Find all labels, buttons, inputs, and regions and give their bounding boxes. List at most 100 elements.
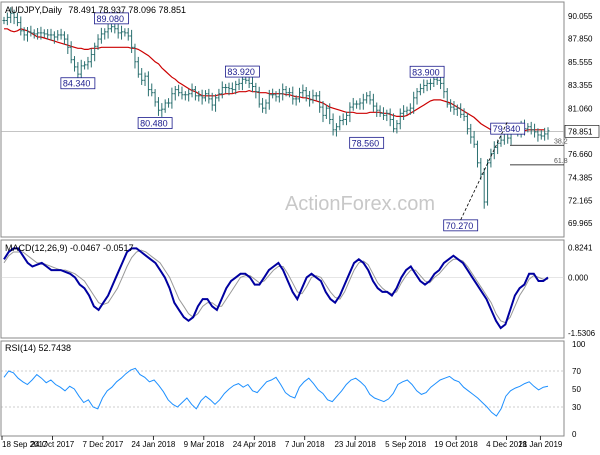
candle — [526, 123, 530, 133]
fib-projection-line — [460, 120, 509, 221]
candle — [247, 75, 251, 89]
candle — [536, 128, 540, 142]
candle — [425, 79, 429, 92]
candle — [214, 94, 218, 112]
rsi-y-axis: 100 70 50 30 0 — [572, 340, 586, 439]
price-panel: ActionForex.com 89.080 84.340 80.480 83.920… — [0, 1, 600, 238]
x-tick-label: 5 Sep 2018 — [385, 440, 426, 449]
candle — [76, 62, 80, 80]
candle — [378, 105, 382, 117]
candle — [89, 48, 93, 68]
candle — [52, 31, 56, 44]
candle — [304, 87, 308, 102]
candle — [19, 16, 23, 36]
price-annotation: 84.340 — [60, 77, 96, 90]
candle — [46, 29, 50, 40]
watermark: ActionForex.com — [285, 193, 435, 215]
candle — [351, 97, 355, 111]
symbol-name: AUDJPY,Daily — [5, 5, 62, 15]
candle — [355, 100, 359, 109]
candle — [210, 92, 214, 111]
annotation-box — [409, 65, 445, 78]
candle — [96, 34, 100, 50]
candle — [9, 7, 13, 24]
candle — [224, 83, 228, 94]
price-annotation: 80.480 — [137, 117, 173, 129]
candle — [324, 104, 328, 119]
candle — [220, 81, 224, 99]
annotation-box — [490, 122, 526, 135]
candle — [529, 121, 533, 135]
candle — [392, 113, 396, 133]
candle — [160, 103, 164, 117]
macd-main-line — [3, 247, 549, 330]
annotations-layer: 89.080 84.340 80.480 83.920 78.560 83.900 79.8… — [60, 12, 568, 232]
candle — [73, 56, 77, 72]
price-annotation: 79.840 — [490, 122, 526, 135]
x-tick-label: 19 Oct 2018 — [434, 440, 478, 449]
macd-tick-label: -1.5306 — [568, 329, 596, 338]
candle — [459, 103, 463, 118]
rsi-title: RSI(14) 52.7438 — [5, 343, 71, 353]
candle — [167, 98, 171, 108]
candle — [130, 29, 134, 53]
candle — [22, 27, 26, 41]
candle — [86, 56, 90, 70]
candle — [103, 28, 107, 40]
candle — [368, 90, 372, 105]
candle — [271, 88, 275, 99]
rsi-panel: RSI(14) 52.7438 100 70 50 30 0 — [0, 340, 586, 439]
price-y-axis: 90.055 87.850 85.555 83.355 81.060 78.851 76.6… — [564, 12, 600, 228]
annotation-label: 79.840 — [493, 124, 521, 134]
candle — [291, 86, 295, 105]
candle — [405, 106, 409, 115]
candle — [79, 59, 83, 81]
current-price-label: 78.851 — [568, 127, 593, 136]
candle — [422, 79, 426, 94]
annotation-label: 84.340 — [63, 79, 91, 89]
x-tick-label: 24 Apr 2018 — [233, 440, 277, 449]
annotation-box — [349, 136, 385, 149]
candle — [42, 29, 46, 38]
candle — [59, 28, 63, 40]
candle — [254, 82, 258, 99]
candle — [187, 88, 191, 102]
macd-panel: MACD(12,26,9) -0.0467 -0.0517 0.8241 0.00… — [0, 239, 596, 339]
candle — [328, 103, 332, 125]
candle — [36, 28, 40, 40]
symbol-label: AUDJPY,Daily 78.491 78.937 78.096 78.851 — [5, 5, 186, 15]
annotation-label: 89.080 — [96, 14, 124, 24]
fib-level-label: 38.2 — [554, 138, 568, 145]
price-annotation: 83.900 — [409, 65, 445, 78]
rsi-tick-label: 50 — [572, 385, 581, 394]
annotation-box — [137, 117, 173, 129]
candle — [170, 87, 174, 109]
price-tick-label: 76.660 — [568, 150, 593, 159]
candle — [334, 123, 338, 137]
price-tick-label: 87.850 — [568, 35, 593, 44]
current-price-box — [564, 125, 600, 138]
candle — [126, 28, 130, 41]
candle — [341, 113, 345, 126]
candle — [173, 85, 177, 101]
current-price-marker: 78.851 — [564, 125, 600, 138]
annotation-box — [225, 65, 260, 78]
candle — [281, 83, 285, 101]
candle — [197, 90, 201, 102]
candle — [486, 159, 490, 206]
candle — [15, 12, 19, 27]
candle — [250, 77, 254, 93]
candle — [26, 26, 30, 42]
macd-y-axis: 0.8241 0.000 -1.5306 — [568, 244, 596, 338]
candle — [93, 42, 97, 62]
candle — [455, 104, 459, 116]
moving-average-line — [4, 28, 545, 135]
macd-title: MACD(12,26,9) -0.0467 -0.0517 — [5, 243, 134, 253]
candle — [227, 82, 231, 96]
candle — [385, 109, 389, 122]
candle — [49, 28, 53, 41]
candle — [381, 107, 385, 121]
candle — [546, 127, 550, 140]
